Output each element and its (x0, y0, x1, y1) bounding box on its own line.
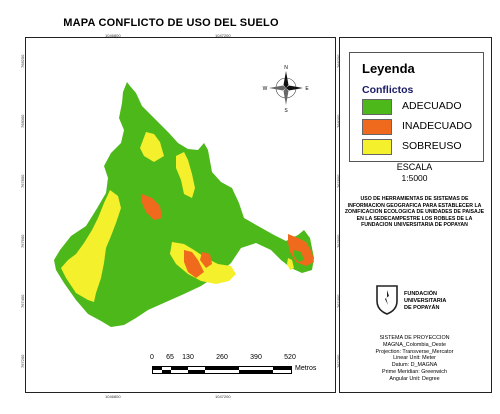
projection-line: Prime Meridian: Greenwich (381, 368, 447, 375)
land-sobreuso-north (140, 132, 164, 162)
scale-tick-0: 0 (150, 354, 154, 361)
left-tick-6: 767200 (20, 354, 25, 368)
legend: Leyenda Conflictos ADECUADO INADECUADO S… (349, 52, 484, 162)
map-canvas: N S E W (54, 65, 314, 327)
university-logo: FUNDACIÓN UNIVERSITARIA DE POPAYÁN (372, 282, 472, 316)
north-label: N (284, 65, 288, 71)
project-description: USO DE HERRAMIENTAS DE SISTEMAS DE INFOR… (344, 196, 485, 229)
north-arrow: N S E W (263, 65, 310, 114)
projection-line: Datum: D_MAGNA (391, 362, 438, 369)
scale-value: 1:5000 (401, 173, 428, 183)
university-shield-icon (376, 285, 398, 315)
land-sobreuso-northeast (176, 152, 195, 198)
legend-swatch (362, 119, 392, 135)
top-tick-2: 1047200 (215, 33, 231, 38)
land-adecuado-east-patch (294, 250, 304, 262)
projection-line: MAGNA_Colombia_Oeste (383, 341, 446, 348)
scale-bar-labels: 0 65 130 260 390 520 (138, 354, 318, 364)
bottom-tick-1: 1046800 (105, 394, 121, 399)
left-tick-1: 768200 (20, 54, 25, 68)
map-frame: N S E W 1046800 1047200 1046800 1047200 … (20, 33, 341, 399)
scale-bar (152, 366, 292, 374)
legend-label: SOBREUSO (402, 140, 462, 152)
land-inadecuado-center (142, 194, 162, 220)
logo-line-1: FUNDACIÓN (404, 291, 437, 297)
scale-unit: Metros (295, 365, 317, 372)
west-label: W (263, 86, 268, 92)
legend-label: ADECUADO (402, 100, 462, 112)
legend-subtitle: Conflictos (362, 84, 414, 96)
left-tick-3: 767800 (20, 174, 25, 188)
land-inadecuado-south-2 (200, 252, 212, 268)
bottom-tick-2: 1047200 (215, 394, 231, 399)
land-sobreuso-east (287, 258, 294, 270)
south-label: S (284, 108, 288, 114)
map-title: MAPA CONFLICTO DE USO DEL SUELO (63, 17, 279, 29)
scale-tick-390: 390 (250, 354, 262, 361)
legend-label: INADECUADO (402, 120, 473, 132)
projection-line: SISTEMA DE PROYECCION (379, 335, 450, 341)
legend-swatch (362, 139, 392, 155)
east-label: E (305, 86, 309, 92)
projection-line: Projection: Transverse_Mercator (375, 348, 454, 355)
scale-tick-520: 520 (284, 354, 296, 361)
logo-line-2: UNIVERSITARIA (404, 298, 447, 304)
legend-swatch (362, 99, 392, 115)
projection-line: Linear Unit: Meter (393, 355, 436, 362)
left-tick-2: 768000 (20, 114, 25, 128)
projection-line: Angular Unit: Degree (389, 375, 440, 382)
land-adecuado-region (54, 82, 314, 327)
scale-title: ESCALA (396, 162, 433, 172)
scale-tick-65: 65 (166, 354, 174, 361)
top-tick-1: 1046800 (105, 33, 121, 38)
land-inadecuado-east (288, 234, 314, 266)
left-tick-4: 767600 (20, 234, 25, 248)
land-sobreuso-west (61, 190, 121, 302)
land-inadecuado-south (184, 250, 204, 278)
projection-info: SISTEMA DE PROYECCION MAGNA_Colombia_Oes… (339, 335, 490, 383)
scale-tick-130: 130 (182, 354, 194, 361)
scale-tick-260: 260 (216, 354, 228, 361)
left-tick-5: 767400 (20, 294, 25, 308)
logo-line-3: DE POPAYÁN (404, 305, 440, 311)
legend-title: Leyenda (362, 61, 415, 76)
